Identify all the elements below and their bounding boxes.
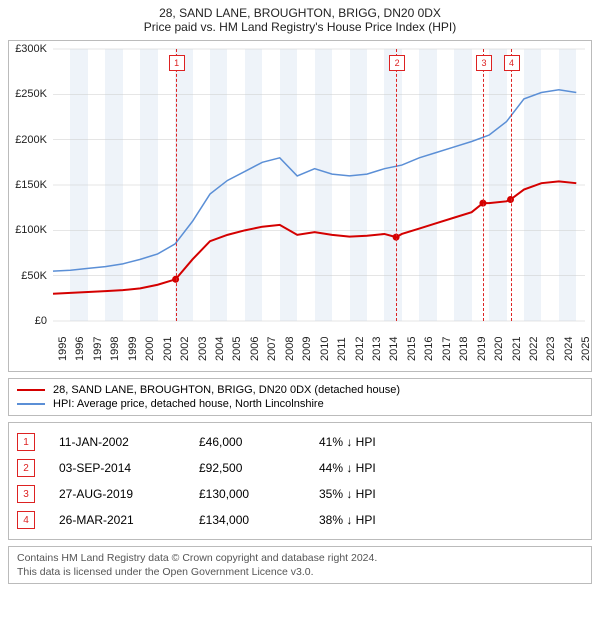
marker-flag: 2 [389, 55, 405, 71]
legend-swatch [17, 389, 45, 391]
plot-area: 1 2 34 [53, 49, 585, 321]
marker-price: £130,000 [199, 487, 319, 501]
title-address: 28, SAND LANE, BROUGHTON, BRIGG, DN20 0D… [8, 6, 592, 20]
marker-delta: 35% ↓ HPI [319, 487, 583, 501]
legend-label: HPI: Average price, detached house, Nort… [53, 398, 324, 410]
marker-flag: 4 [504, 55, 520, 71]
footer-line-2: This data is licensed under the Open Gov… [17, 565, 583, 579]
marker-number-box: 2 [17, 459, 35, 477]
marker-price: £134,000 [199, 513, 319, 527]
marker-price: £92,500 [199, 461, 319, 475]
x-tick-label: 2004 [214, 337, 222, 361]
legend-swatch [17, 403, 45, 405]
x-tick-label: 2010 [319, 337, 327, 361]
x-tick-label: 2022 [528, 337, 536, 361]
marker-date: 03-SEP-2014 [59, 461, 199, 475]
x-tick-label: 2001 [162, 337, 170, 361]
marker-vline [511, 49, 512, 321]
x-tick-label: 2006 [249, 337, 257, 361]
legend-label: 28, SAND LANE, BROUGHTON, BRIGG, DN20 0D… [53, 384, 400, 396]
x-tick-label: 1996 [74, 337, 82, 361]
x-tick-label: 2008 [284, 337, 292, 361]
chart-svg [53, 49, 585, 321]
x-tick-label: 1995 [57, 337, 65, 361]
x-tick-label: 2019 [476, 337, 484, 361]
x-tick-label: 2025 [580, 337, 588, 361]
marker-row: 4 26-MAR-2021£134,00038% ↓ HPI [17, 507, 583, 533]
marker-date: 11-JAN-2002 [59, 435, 199, 449]
footer: Contains HM Land Registry data © Crown c… [8, 546, 592, 584]
y-tick-label: £0 [35, 315, 47, 327]
marker-number-box: 1 [17, 433, 35, 451]
x-tick-label: 1997 [92, 337, 100, 361]
x-axis-labels: 1995 1996 1997 1998 1999 2000 2001 2002 2003 2004… [53, 323, 585, 369]
x-tick-label: 2021 [511, 337, 519, 361]
y-tick-label: £100K [15, 224, 47, 236]
chart-container: £0 £50K £100K £150K £200K £250K £300K 1 2 34 199… [8, 40, 592, 372]
marker-row: 2 03-SEP-2014£92,50044% ↓ HPI [17, 455, 583, 481]
y-tick-label: £300K [15, 43, 47, 55]
x-tick-label: 2018 [458, 337, 466, 361]
marker-vline [396, 49, 397, 321]
y-axis-labels: £0£50K£100K£150K£200K£250K£300K [9, 49, 51, 321]
x-tick-label: 2024 [563, 337, 571, 361]
x-tick-label: 2016 [423, 337, 431, 361]
x-tick-label: 2003 [197, 337, 205, 361]
marker-vline [483, 49, 484, 321]
y-tick-label: £200K [15, 134, 47, 146]
marker-date: 27-AUG-2019 [59, 487, 199, 501]
marker-table: 1 11-JAN-2002£46,00041% ↓ HPI 2 03-SEP-2014… [8, 422, 592, 540]
x-tick-label: 1999 [127, 337, 135, 361]
x-tick-label: 2000 [144, 337, 152, 361]
marker-delta: 38% ↓ HPI [319, 513, 583, 527]
series-hpi [53, 90, 576, 271]
y-tick-label: £250K [15, 88, 47, 100]
marker-number-box: 4 [17, 511, 35, 529]
marker-row: 3 27-AUG-2019£130,00035% ↓ HPI [17, 481, 583, 507]
x-tick-label: 2017 [441, 337, 449, 361]
x-tick-label: 2005 [231, 337, 239, 361]
x-tick-label: 2012 [354, 337, 362, 361]
legend-row: HPI: Average price, detached house, Nort… [17, 397, 583, 411]
y-tick-label: £50K [21, 270, 47, 282]
titles: 28, SAND LANE, BROUGHTON, BRIGG, DN20 0D… [8, 6, 592, 38]
x-tick-label: 2014 [388, 337, 396, 361]
x-tick-label: 1998 [109, 337, 117, 361]
marker-date: 26-MAR-2021 [59, 513, 199, 527]
x-tick-label: 2023 [545, 337, 553, 361]
x-tick-label: 2002 [179, 337, 187, 361]
x-tick-label: 2007 [266, 337, 274, 361]
footer-line-1: Contains HM Land Registry data © Crown c… [17, 551, 583, 565]
marker-vline [176, 49, 177, 321]
x-tick-label: 2015 [406, 337, 414, 361]
marker-delta: 41% ↓ HPI [319, 435, 583, 449]
x-tick-label: 2020 [493, 337, 501, 361]
marker-price: £46,000 [199, 435, 319, 449]
marker-flag: 1 [169, 55, 185, 71]
y-tick-label: £150K [15, 179, 47, 191]
legend: 28, SAND LANE, BROUGHTON, BRIGG, DN20 0D… [8, 378, 592, 416]
legend-row: 28, SAND LANE, BROUGHTON, BRIGG, DN20 0D… [17, 383, 583, 397]
x-tick-label: 2009 [301, 337, 309, 361]
x-tick-label: 2011 [336, 337, 344, 361]
series-property [53, 181, 576, 293]
marker-flag: 3 [476, 55, 492, 71]
page-root: 28, SAND LANE, BROUGHTON, BRIGG, DN20 0D… [0, 0, 600, 620]
marker-delta: 44% ↓ HPI [319, 461, 583, 475]
marker-row: 1 11-JAN-2002£46,00041% ↓ HPI [17, 429, 583, 455]
title-sub: Price paid vs. HM Land Registry's House … [8, 20, 592, 34]
marker-number-box: 3 [17, 485, 35, 503]
x-tick-label: 2013 [371, 337, 379, 361]
